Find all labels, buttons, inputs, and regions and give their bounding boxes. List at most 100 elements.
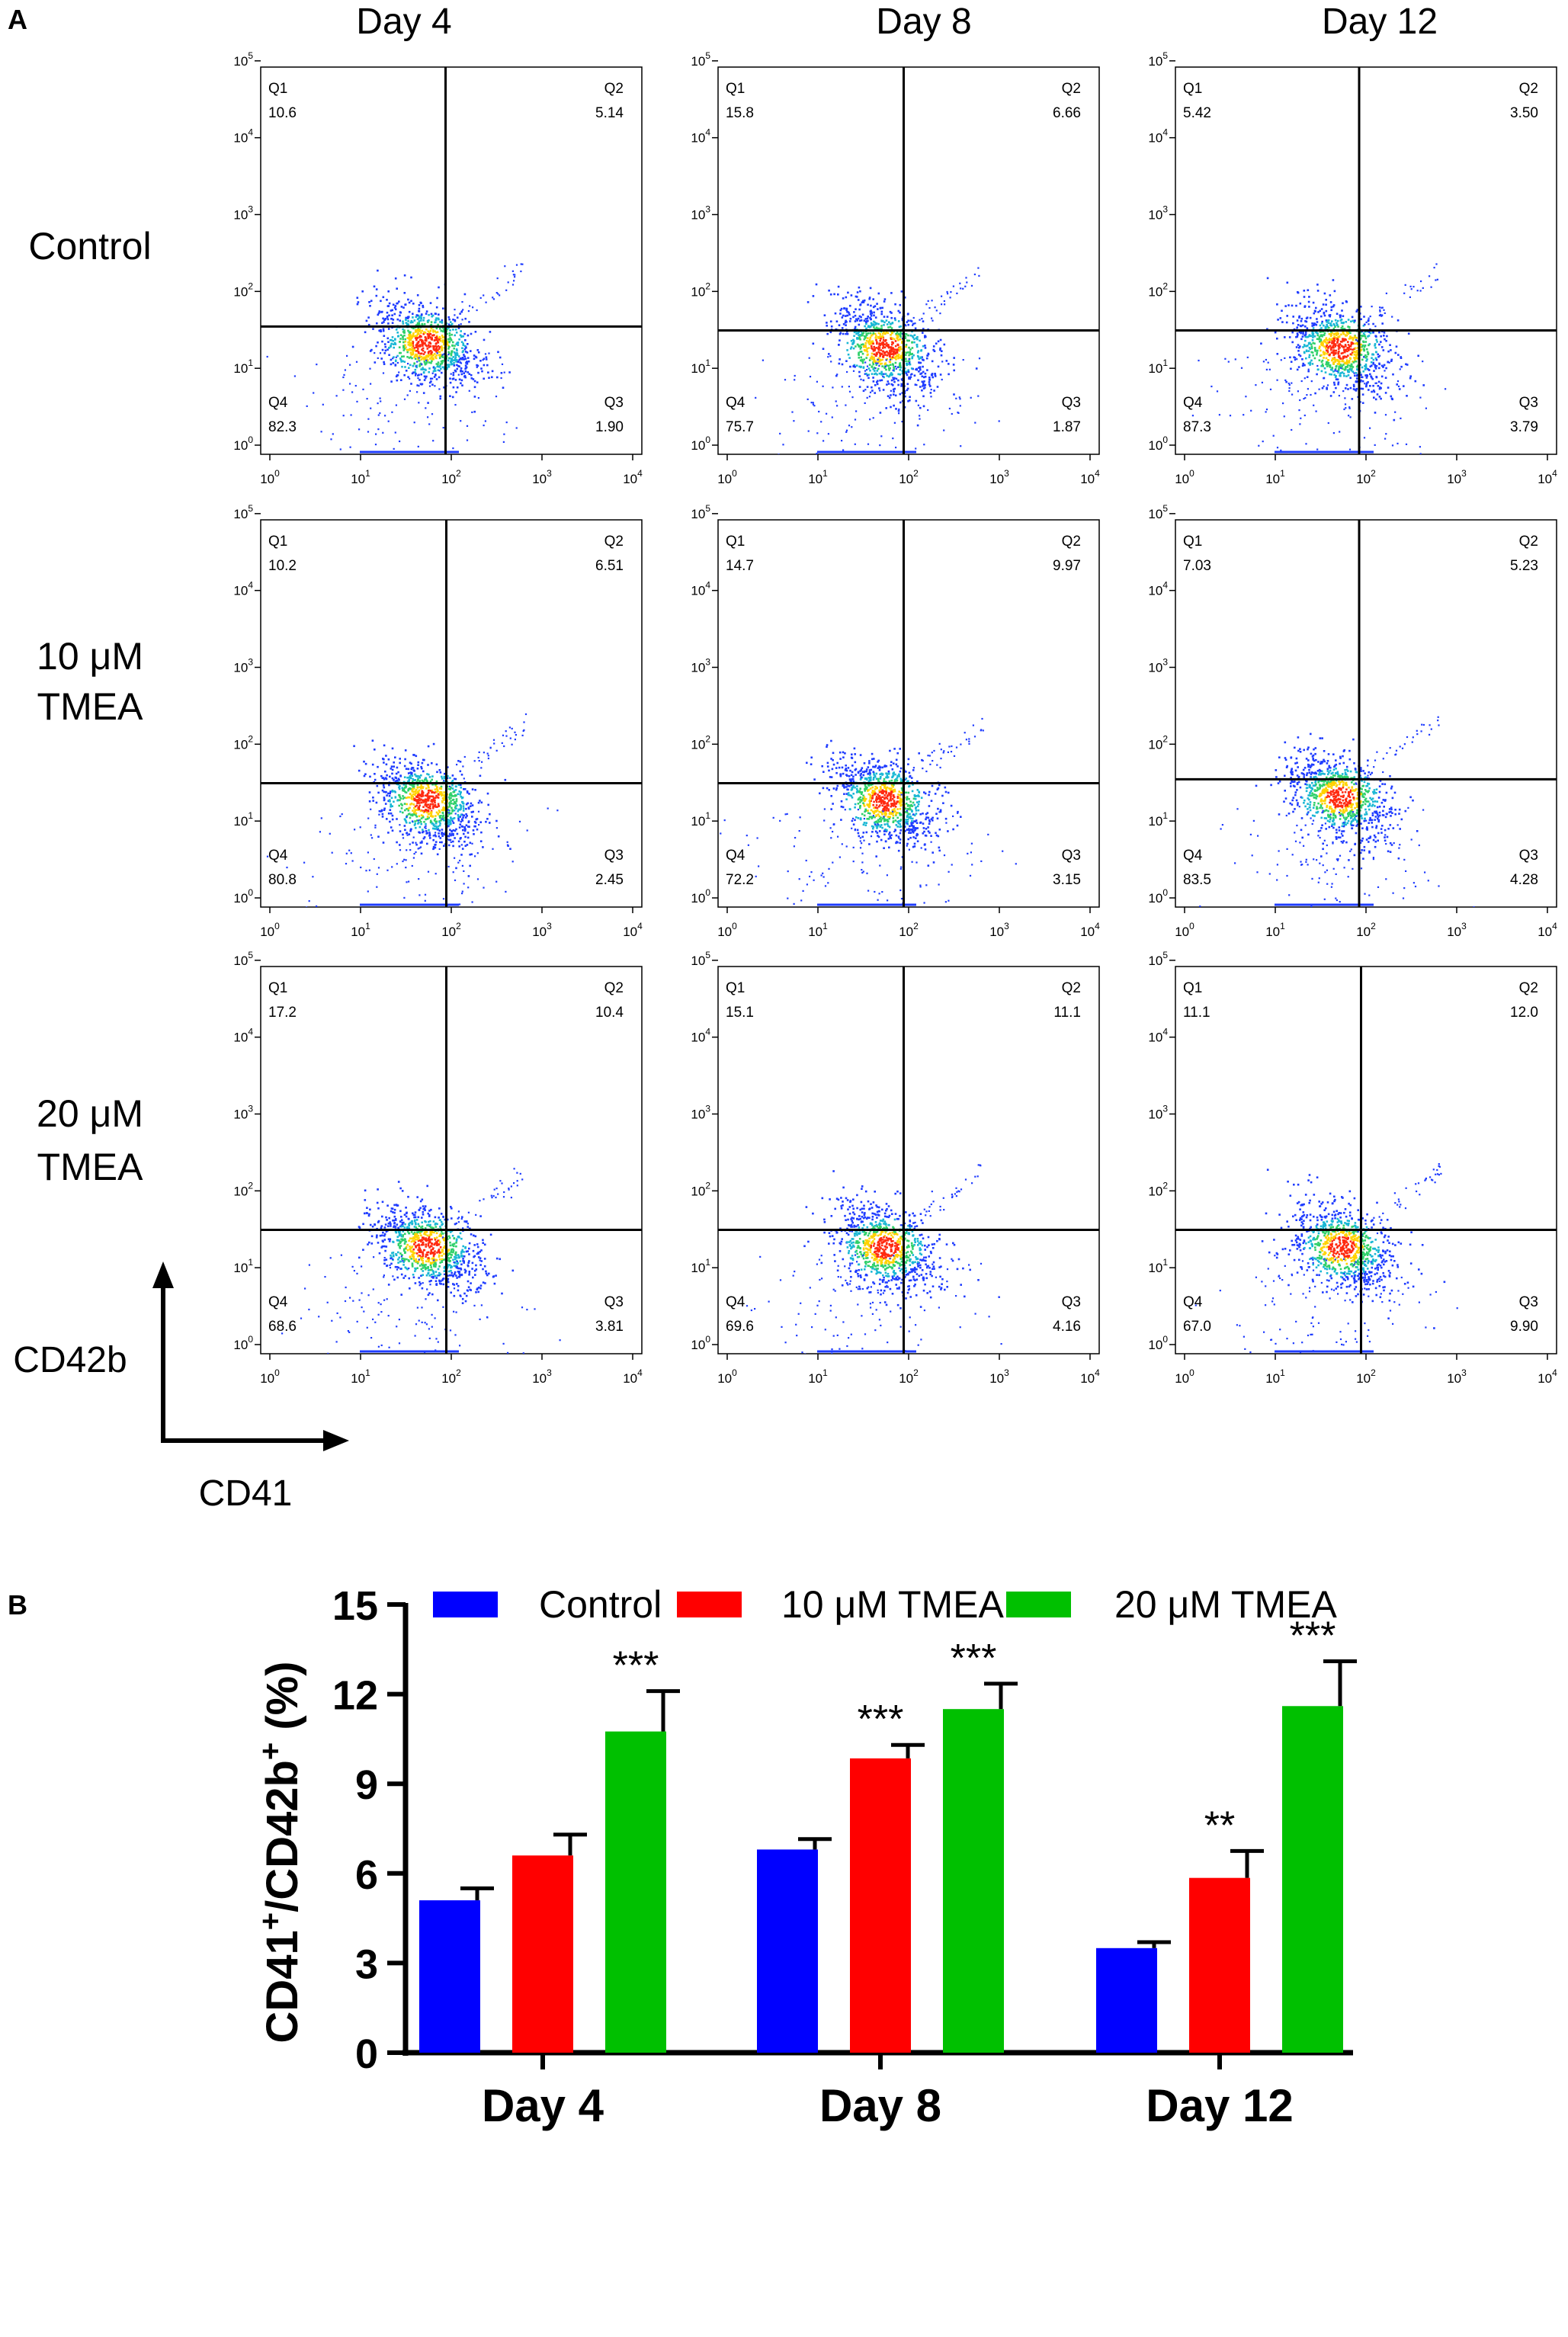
scatter-point — [904, 337, 907, 339]
scatter-point — [910, 803, 912, 806]
scatter-point — [1375, 365, 1378, 367]
scatter-point-sparse — [409, 849, 412, 851]
plot-frame — [1175, 66, 1557, 455]
scatter-point — [420, 373, 422, 376]
scatter-point — [857, 299, 860, 301]
scatter-point — [874, 305, 877, 307]
scatter-point-sparse — [403, 896, 406, 899]
scatter-point — [415, 353, 417, 356]
scatter-point — [1323, 340, 1326, 342]
scatter-point — [412, 321, 414, 324]
scatter-point — [914, 327, 917, 330]
scatter-point — [1364, 365, 1366, 367]
scatter-point — [1393, 418, 1396, 422]
scatter-point-sparse — [471, 411, 473, 413]
scatter-point — [896, 351, 899, 354]
x-tick-label-0: 100 — [260, 921, 280, 939]
scatter-point — [1310, 347, 1313, 350]
scatter-point — [415, 366, 418, 369]
scatter-point — [469, 853, 471, 856]
scatter-point-sparse — [1276, 447, 1279, 449]
scatter-point — [457, 809, 460, 813]
scatter-point-sparse — [367, 890, 369, 893]
scatter-point — [930, 818, 933, 820]
scatter-point — [408, 357, 411, 359]
scatter-point — [879, 333, 882, 335]
scatter-point — [1353, 321, 1355, 324]
scatter-point — [877, 824, 880, 826]
scatter-point — [859, 338, 861, 341]
scatter-point — [1328, 345, 1330, 348]
scatter-point — [1314, 392, 1316, 395]
scatter-point — [386, 299, 388, 301]
scatter-point — [383, 807, 386, 810]
scatter-point-tail — [514, 739, 516, 741]
scatter-point — [1325, 299, 1327, 301]
scatter-point — [1342, 372, 1345, 375]
scatter-point — [491, 370, 494, 373]
scatter-point — [460, 813, 463, 816]
scatter-point-sparse — [412, 857, 415, 859]
scatter-point-sparse — [428, 385, 431, 387]
scatter-point — [1417, 354, 1419, 357]
scatter-point — [1352, 366, 1355, 368]
scatter-point — [1307, 350, 1310, 352]
scatter-point — [422, 787, 424, 789]
scatter-point — [865, 322, 867, 325]
scatter-point — [874, 775, 877, 778]
scatter-point — [927, 864, 930, 867]
scatter-point — [933, 390, 935, 392]
scatter-point — [418, 344, 422, 346]
scatter-point — [919, 406, 922, 409]
scatter-point-sparse — [875, 362, 877, 364]
scatter-point — [435, 346, 438, 348]
y-tick-label-1-exponent: 1 — [248, 357, 253, 368]
scatter-point — [1295, 335, 1297, 338]
scatter-point — [869, 313, 872, 315]
scatter-point — [435, 811, 438, 814]
q4-label: Q4 — [268, 395, 288, 411]
scatter-point-sparse — [526, 829, 528, 832]
scatter-point — [1365, 385, 1368, 388]
scatter-point-sparse — [892, 377, 894, 379]
scatter-point-sparse — [1384, 438, 1387, 440]
scatter-point — [835, 320, 839, 322]
scatter-point — [464, 317, 467, 320]
scatter-point — [404, 344, 406, 347]
scatter-point — [813, 778, 816, 781]
scatter-point — [899, 365, 901, 368]
scatter-point-tail — [977, 267, 980, 269]
scatter-point — [420, 316, 422, 319]
scatter-point — [890, 316, 893, 319]
scatter-point-tail — [511, 284, 515, 286]
scatter-point — [858, 375, 861, 377]
scatter-point — [890, 343, 893, 346]
scatter-point — [858, 286, 861, 289]
scatter-point — [1362, 325, 1365, 327]
scatter-point-tail — [922, 313, 925, 315]
scatter-point — [1303, 345, 1306, 348]
scatter-point — [1342, 339, 1345, 342]
scatter-point — [437, 825, 440, 828]
scatter-point — [450, 812, 453, 815]
scatter-point — [416, 768, 419, 770]
x-tick-label-2-exponent: 2 — [913, 468, 919, 479]
scatter-point-sparse — [415, 851, 417, 854]
scatter-point — [887, 344, 890, 347]
scatter-point-sparse — [1338, 395, 1340, 397]
scatter-point — [934, 373, 936, 375]
scatter-point — [871, 341, 874, 345]
scatter-point-sparse — [547, 807, 549, 809]
scatter-point — [447, 352, 451, 354]
scatter-point — [423, 758, 425, 761]
scatter-point-sparse — [923, 444, 925, 446]
scatter-point — [871, 831, 874, 833]
scatter-point — [929, 385, 932, 387]
scatter-point-sparse — [1419, 453, 1422, 454]
scatter-point — [901, 383, 903, 386]
scatter-point — [859, 290, 861, 293]
scatter-point — [413, 813, 415, 816]
scatter-point — [420, 765, 422, 768]
scatter-point — [885, 331, 888, 334]
